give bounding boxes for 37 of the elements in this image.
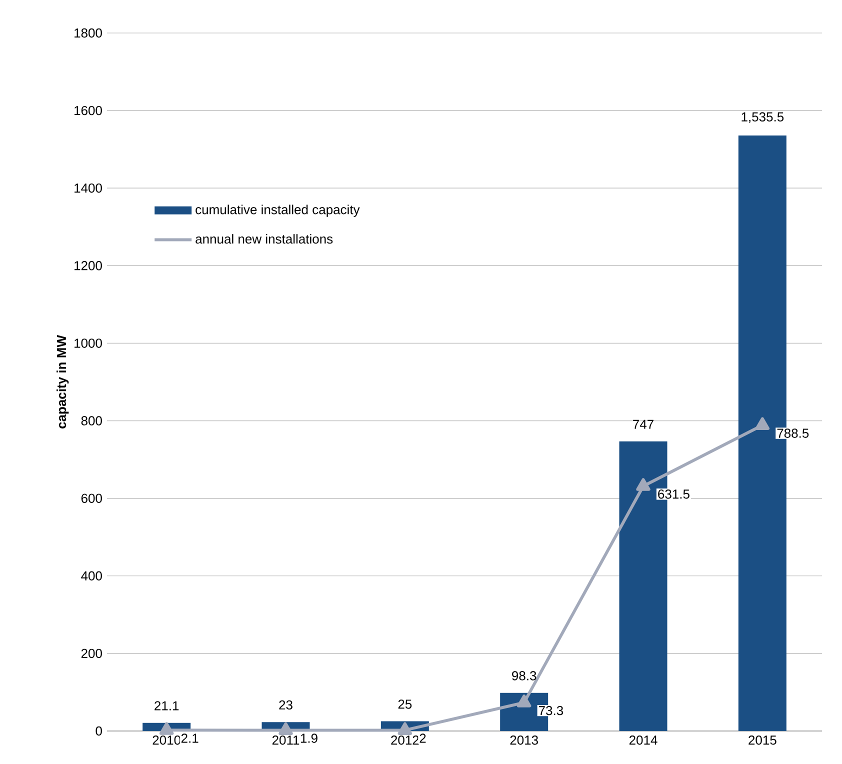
point bbox=[278, 722, 293, 736]
y-tick-label: 800 bbox=[81, 416, 102, 426]
y-tick-label: 600 bbox=[81, 494, 102, 503]
point bbox=[636, 478, 650, 491]
data-label: 23 bbox=[279, 700, 292, 710]
data-label: 1.9 bbox=[300, 734, 318, 743]
point bbox=[159, 722, 174, 735]
y-axis-title: capacity in MW bbox=[56, 335, 69, 428]
data-label: 2 bbox=[420, 734, 426, 743]
legend-label: cumulative installed capacity bbox=[196, 204, 360, 217]
y-tick-label: 400 bbox=[81, 571, 102, 580]
y-tick-label: 0 bbox=[96, 726, 102, 736]
x-tick-label: 2015 bbox=[748, 736, 776, 745]
point bbox=[755, 417, 770, 430]
x-tick-label: 2010 bbox=[152, 736, 181, 745]
point bbox=[516, 694, 532, 708]
x-tick-label: 2011 bbox=[272, 736, 300, 745]
y-tick-label: 1600 bbox=[74, 106, 102, 116]
data-label: 98.3 bbox=[512, 671, 536, 680]
data-label: 2.1 bbox=[181, 734, 198, 743]
data-label: 25 bbox=[398, 700, 412, 709]
y-tick-label: 1000 bbox=[74, 338, 102, 348]
x-tick-label: 2014 bbox=[629, 736, 658, 745]
data-label: 1,535.5 bbox=[742, 112, 784, 124]
legend-label: annual new installations bbox=[196, 234, 333, 244]
y-tick-label: 200 bbox=[81, 648, 102, 658]
data-label: 21.1 bbox=[154, 701, 179, 710]
x-tick-label: 2013 bbox=[510, 736, 538, 745]
y-tick-label: 1200 bbox=[74, 261, 102, 270]
data-label: 747 bbox=[633, 420, 654, 429]
point bbox=[398, 722, 412, 735]
y-tick-label: 1400 bbox=[74, 184, 102, 193]
data-label: 788.5 bbox=[777, 428, 809, 438]
data-label: 73.3 bbox=[538, 706, 564, 716]
y-tick-label: 1800 bbox=[74, 28, 102, 38]
data-label: 631.5 bbox=[658, 490, 690, 499]
x-tick-label: 2012 bbox=[391, 736, 419, 745]
